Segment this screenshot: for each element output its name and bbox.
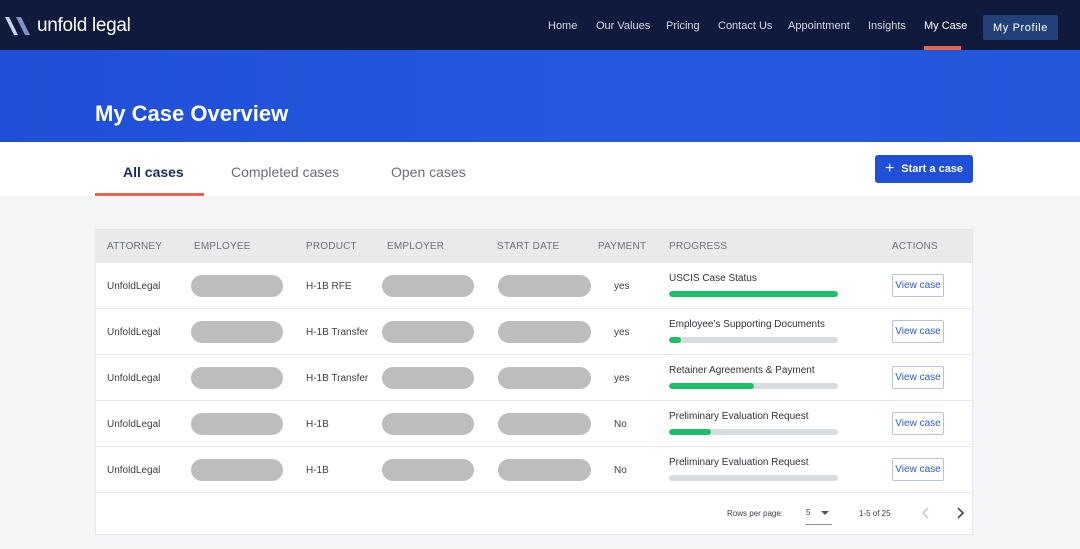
progress-bar — [669, 429, 838, 435]
column-header-employee: EMPLOYEE — [194, 241, 251, 252]
tab-all-cases[interactable]: All cases — [123, 164, 184, 180]
nav-link-pricing[interactable]: Pricing — [666, 20, 700, 32]
payment-cell: yes — [614, 373, 630, 384]
table-row: UnfoldLegal H-1B No Preliminary Evaluati… — [96, 447, 972, 493]
redacted-start-date — [498, 459, 591, 481]
my-profile-button[interactable]: My Profile — [983, 15, 1058, 40]
product-cell: H-1B — [306, 419, 329, 430]
payment-cell: yes — [614, 281, 630, 292]
attorney-cell: UnfoldLegal — [107, 373, 161, 384]
column-header-start-date: START DATE — [497, 241, 560, 252]
view-case-button[interactable]: View case — [892, 458, 944, 481]
pagination-range: 1-5 of 25 — [859, 509, 891, 518]
next-page-icon[interactable] — [952, 505, 968, 521]
progress-bar — [669, 383, 838, 389]
column-header-actions: ACTIONS — [892, 241, 938, 252]
redacted-employee — [191, 413, 283, 435]
start-case-button[interactable]: + Start a case — [875, 155, 973, 183]
payment-cell: yes — [614, 327, 630, 338]
payment-cell: No — [614, 419, 627, 430]
rows-per-page-value: 5 — [806, 508, 811, 517]
dropdown-arrow-icon — [821, 511, 829, 515]
previous-page-icon[interactable] — [918, 505, 934, 521]
case-tabs-bar: All cases Completed cases Open cases + S… — [0, 142, 1080, 196]
view-case-button[interactable]: View case — [892, 274, 944, 297]
redacted-employee — [191, 275, 283, 297]
redacted-start-date — [498, 275, 591, 297]
progress-fill — [669, 291, 838, 297]
attorney-cell: UnfoldLegal — [107, 327, 161, 338]
redacted-employer — [382, 459, 474, 481]
view-case-button[interactable]: View case — [892, 412, 944, 435]
payment-cell: No — [614, 465, 627, 476]
redacted-employer — [382, 275, 474, 297]
product-cell: H-1B Transfer — [306, 327, 369, 338]
attorney-cell: UnfoldLegal — [107, 465, 161, 476]
column-header-payment: PAYMENT — [598, 241, 647, 252]
table-row: UnfoldLegal H-1B Transfer yes Employee's… — [96, 309, 972, 355]
start-case-label: Start a case — [901, 163, 964, 175]
rows-per-page-label: Rows per page: — [727, 509, 784, 518]
progress-label: Preliminary Evaluation Request — [669, 411, 809, 422]
progress-label: Employee's Supporting Documents — [669, 319, 825, 330]
active-nav-indicator — [924, 46, 961, 50]
redacted-employee — [191, 367, 283, 389]
progress-fill — [669, 429, 712, 435]
progress-label: Retainer Agreements & Payment — [669, 365, 815, 376]
attorney-cell: UnfoldLegal — [107, 281, 161, 292]
view-case-button[interactable]: View case — [892, 320, 944, 343]
table-row: UnfoldLegal H-1B No Preliminary Evaluati… — [96, 401, 972, 447]
hero-banner: My Case Overview — [0, 50, 1080, 142]
brand-logo[interactable]: unfold legal — [4, 13, 131, 39]
nav-link-appointment[interactable]: Appointment — [788, 20, 850, 32]
column-header-employer: EMPLOYER — [387, 241, 445, 252]
page-title: My Case Overview — [95, 101, 289, 126]
progress-label: USCIS Case Status — [669, 273, 757, 284]
rows-per-page-select[interactable]: 5 — [805, 502, 832, 525]
redacted-employee — [191, 459, 283, 481]
table-header: ATTORNEY EMPLOYEE PRODUCT EMPLOYER START… — [96, 230, 972, 263]
progress-bar — [669, 291, 838, 297]
redacted-start-date — [498, 413, 591, 435]
product-cell: H-1B RFE — [306, 281, 352, 292]
unfold-logo-icon — [5, 17, 30, 35]
progress-bar — [669, 337, 838, 343]
nav-link-our-values[interactable]: Our Values — [596, 20, 651, 32]
attorney-cell: UnfoldLegal — [107, 419, 161, 430]
progress-fill — [669, 337, 681, 343]
redacted-employee — [191, 321, 283, 343]
redacted-start-date — [498, 321, 591, 343]
product-cell: H-1B — [306, 465, 329, 476]
cases-table: ATTORNEY EMPLOYEE PRODUCT EMPLOYER START… — [95, 229, 973, 535]
active-tab-indicator — [95, 193, 204, 196]
product-cell: H-1B Transfer — [306, 373, 369, 384]
progress-bar — [669, 475, 838, 481]
nav-link-home[interactable]: Home — [548, 20, 578, 32]
redacted-employer — [382, 413, 474, 435]
redacted-start-date — [498, 367, 591, 389]
top-navigation-bar: unfold legal Home Our Values Pricing Con… — [0, 0, 1080, 50]
brand-name: unfold legal — [37, 15, 131, 36]
column-header-product: PRODUCT — [306, 241, 357, 252]
nav-link-insights[interactable]: Insights — [868, 20, 906, 32]
view-case-button[interactable]: View case — [892, 366, 944, 389]
progress-fill — [669, 383, 754, 389]
table-row: UnfoldLegal H-1B RFE yes USCIS Case Stat… — [96, 263, 972, 309]
column-header-progress: PROGRESS — [669, 241, 728, 252]
nav-link-my-case[interactable]: My Case — [924, 20, 968, 32]
table-row: UnfoldLegal H-1B Transfer yes Retainer A… — [96, 355, 972, 401]
column-header-attorney: ATTORNEY — [107, 241, 163, 252]
redacted-employer — [382, 321, 474, 343]
nav-link-contact-us[interactable]: Contact Us — [718, 20, 773, 32]
progress-label: Preliminary Evaluation Request — [669, 457, 809, 468]
table-pagination: Rows per page: 5 1-5 of 25 — [96, 492, 972, 534]
tab-open-cases[interactable]: Open cases — [391, 164, 466, 180]
redacted-employer — [382, 367, 474, 389]
plus-icon: + — [884, 160, 895, 177]
tab-completed-cases[interactable]: Completed cases — [231, 164, 340, 180]
